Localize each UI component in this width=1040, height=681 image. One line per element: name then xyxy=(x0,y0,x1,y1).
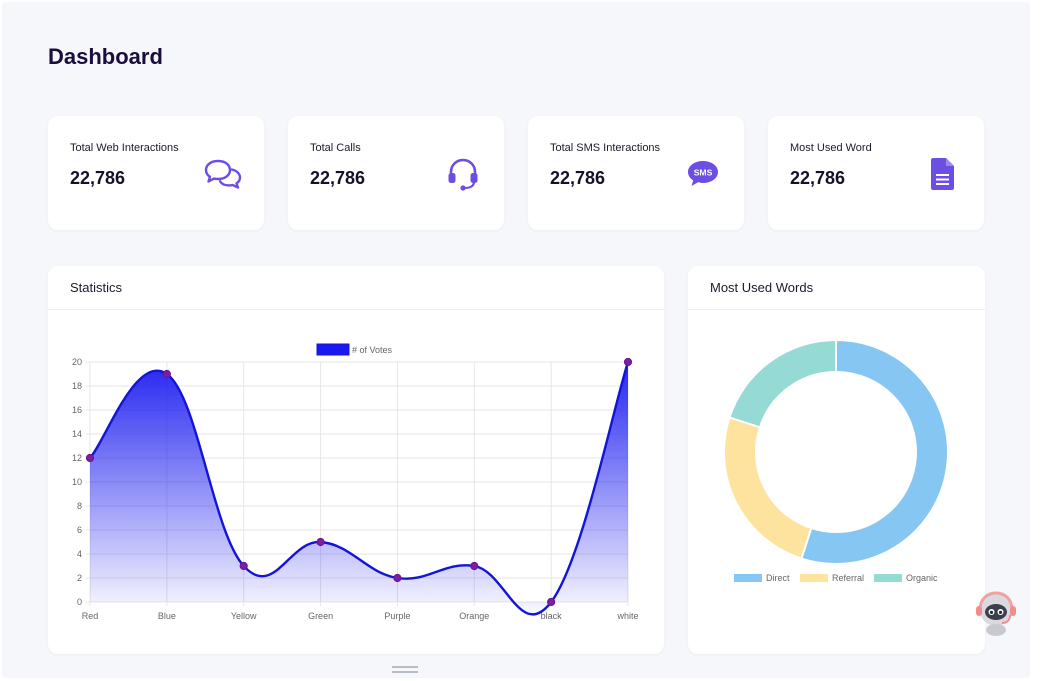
headset-icon xyxy=(442,156,484,192)
stat-value: 22,786 xyxy=(70,168,126,188)
most-used-words-title: Most Used Words xyxy=(710,280,814,295)
doughnut-slice-direct[interactable] xyxy=(800,338,950,565)
stat-card-web-interactions[interactable]: Total Web Interactions 22,786 xyxy=(48,116,264,230)
x-tick-label: white xyxy=(616,611,638,621)
legend-swatch-organic xyxy=(874,574,902,582)
x-tick-label: black xyxy=(541,611,563,621)
resize-handle[interactable] xyxy=(392,666,418,673)
chat-bubbles-icon xyxy=(202,156,244,192)
page-title: Dashboard xyxy=(48,44,163,69)
data-point[interactable] xyxy=(393,573,402,583)
chart-legend[interactable]: # of Votes xyxy=(316,343,393,356)
sms-icon: SMS xyxy=(682,156,724,192)
stat-value: 22,786 xyxy=(790,168,846,188)
legend-label-votes: # of Votes xyxy=(352,345,393,355)
stat-label: Total Calls xyxy=(310,142,361,154)
legend-swatch-direct xyxy=(734,574,762,582)
legend-label-referral: Referral xyxy=(832,573,864,583)
doughnut-slice-referral[interactable] xyxy=(723,416,813,560)
doughnut-legend[interactable]: Direct Referral Organic xyxy=(734,573,938,583)
stat-value: 22,786 xyxy=(550,168,606,188)
x-tick-label: Orange xyxy=(459,611,489,621)
legend-swatch-votes xyxy=(316,343,350,356)
y-tick-label: 8 xyxy=(77,501,82,511)
data-point[interactable] xyxy=(547,597,556,607)
legend-swatch-referral xyxy=(800,574,828,582)
y-tick-label: 14 xyxy=(72,429,82,439)
x-tick-label: Blue xyxy=(158,611,176,621)
statistics-line-chart[interactable]: 0 2 4 6 8 10 12 14 16 18 20 Red Blue Yellow Green Purp… xyxy=(48,330,664,630)
card-divider xyxy=(688,309,985,310)
data-point[interactable] xyxy=(162,369,171,379)
sms-icon-label: SMS xyxy=(694,167,713,177)
x-tick-label: Purple xyxy=(384,611,410,621)
legend-label-organic: Organic xyxy=(906,573,938,583)
legend-label-direct: Direct xyxy=(766,573,790,583)
stat-card-most-used-word[interactable]: Most Used Word 22,786 xyxy=(768,116,984,230)
line-series-area xyxy=(90,362,628,615)
y-tick-label: 16 xyxy=(72,405,82,415)
data-point[interactable] xyxy=(623,357,633,367)
y-tick-label: 4 xyxy=(77,549,82,559)
stat-label: Most Used Word xyxy=(790,142,872,154)
y-tick-label: 2 xyxy=(77,573,82,583)
x-tick-label: Green xyxy=(308,611,333,621)
y-tick-label: 10 xyxy=(72,477,82,487)
x-tick-label: Yellow xyxy=(231,611,257,621)
statistics-title: Statistics xyxy=(70,280,123,295)
y-tick-label: 6 xyxy=(77,525,82,535)
x-tick-label: Red xyxy=(82,611,99,621)
doughnut-slice-organic[interactable] xyxy=(728,338,837,429)
y-tick-label: 0 xyxy=(77,597,82,607)
stat-value: 22,786 xyxy=(310,168,366,188)
stat-label: Total SMS Interactions xyxy=(550,142,661,154)
data-point[interactable] xyxy=(239,561,248,571)
stat-card-sms-interactions[interactable]: Total SMS Interactions 22,786 SMS xyxy=(528,116,744,230)
stat-label: Total Web Interactions xyxy=(70,142,179,154)
y-tick-label: 12 xyxy=(72,453,82,463)
most-used-words-doughnut-chart[interactable]: Direct Referral Organic xyxy=(688,320,985,600)
data-point[interactable] xyxy=(85,453,95,463)
chatbot-avatar-icon[interactable] xyxy=(970,588,1022,640)
y-tick-label: 20 xyxy=(72,357,82,367)
document-icon xyxy=(922,156,964,192)
data-point[interactable] xyxy=(316,537,325,547)
data-point[interactable] xyxy=(470,561,479,571)
stat-card-calls[interactable]: Total Calls 22,786 xyxy=(288,116,504,230)
card-divider xyxy=(48,309,664,310)
y-tick-label: 18 xyxy=(72,381,82,391)
